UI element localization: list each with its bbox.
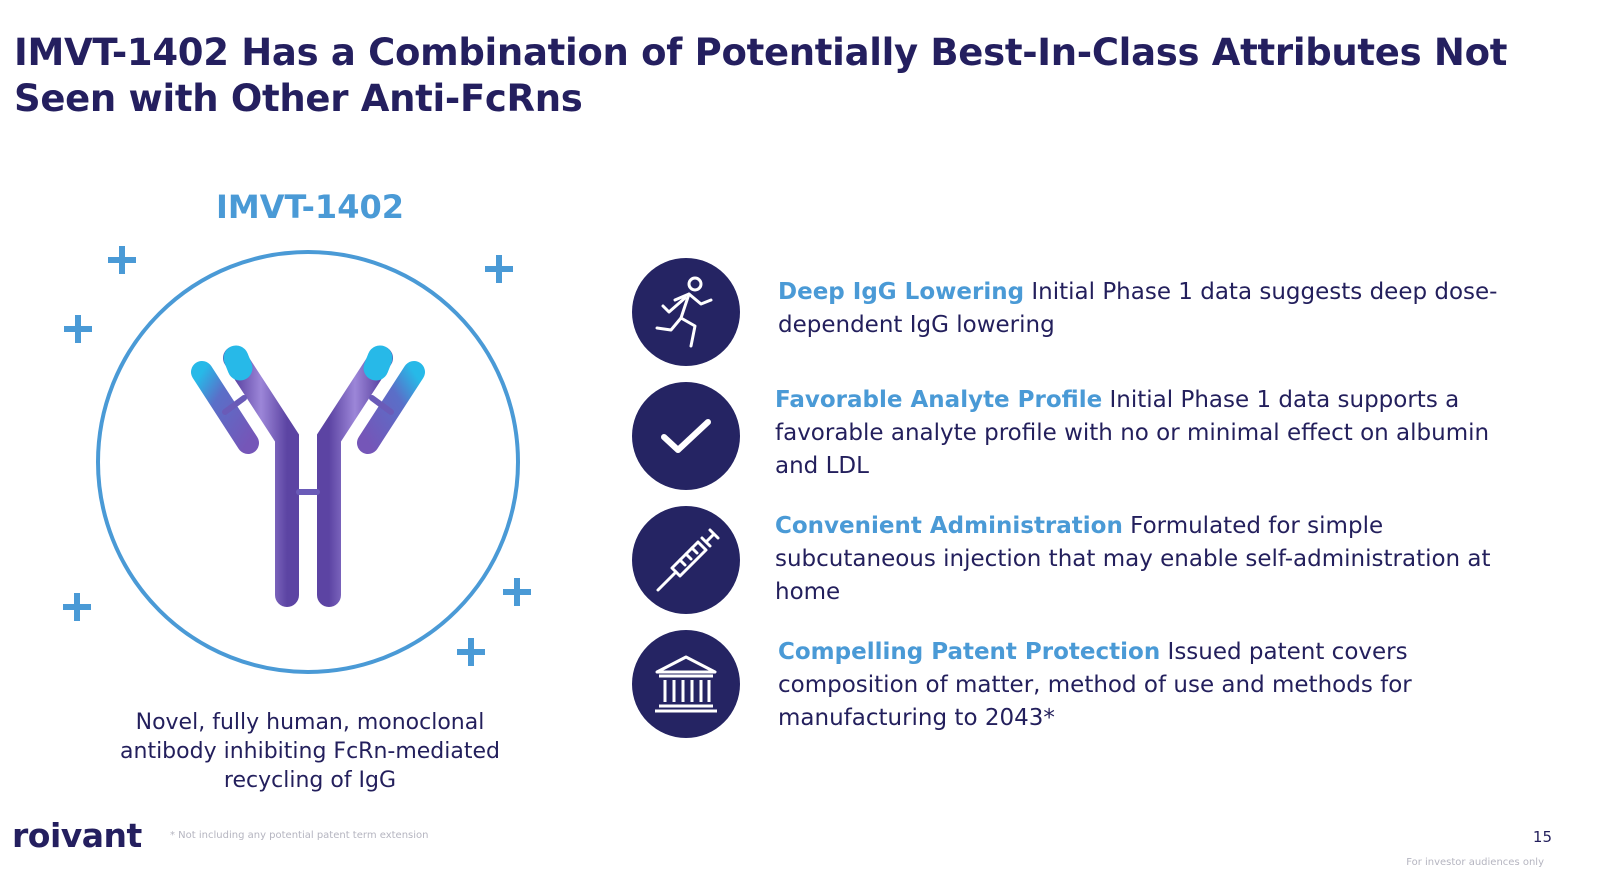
plus-icon bbox=[485, 255, 513, 283]
feature-list: Deep IgG Lowering Initial Phase 1 data s… bbox=[630, 258, 1570, 754]
product-panel: IMVT-1402 bbox=[0, 180, 620, 820]
audience-note: For investor audiences only bbox=[1406, 857, 1544, 868]
plus-icon bbox=[457, 638, 485, 666]
plus-icon bbox=[63, 593, 91, 621]
feature-item-igg-lowering: Deep IgG Lowering Initial Phase 1 data s… bbox=[630, 258, 1570, 382]
feature-text: Compelling Patent Protection Issued pate… bbox=[778, 636, 1498, 735]
feature-item-administration: Convenient Administration Formulated for… bbox=[630, 506, 1570, 630]
feature-heading: Convenient Administration bbox=[775, 513, 1123, 539]
syringe-icon bbox=[632, 506, 740, 614]
product-description: Novel, fully human, monoclonal antibody … bbox=[120, 710, 500, 793]
feature-item-analyte-profile: Favorable Analyte Profile Initial Phase … bbox=[630, 382, 1570, 506]
antibody-icon bbox=[191, 345, 425, 607]
feature-heading: Deep IgG Lowering bbox=[778, 279, 1025, 305]
running-person-icon bbox=[632, 258, 740, 366]
feature-text: Convenient Administration Formulated for… bbox=[775, 510, 1495, 609]
plus-icon bbox=[108, 246, 136, 274]
page-number: 15 bbox=[1532, 828, 1552, 846]
feature-description: Issued patent covers composition of matt… bbox=[778, 639, 1412, 731]
plus-icon bbox=[64, 315, 92, 343]
feature-text: Favorable Analyte Profile Initial Phase … bbox=[775, 384, 1495, 483]
feature-heading: Compelling Patent Protection bbox=[778, 639, 1161, 665]
feature-description: Initial Phase 1 data supports a favorabl… bbox=[775, 387, 1490, 479]
feature-description: Initial Phase 1 data suggests deep dose-… bbox=[778, 279, 1498, 338]
feature-description: Formulated for simple subcutaneous injec… bbox=[775, 513, 1491, 605]
slide-title: IMVT-1402 Has a Combination of Potential… bbox=[14, 31, 1508, 120]
antibody-illustration bbox=[63, 246, 531, 674]
feature-heading: Favorable Analyte Profile bbox=[775, 387, 1103, 413]
outline-circle bbox=[96, 250, 520, 674]
footnote: * Not including any potential patent ter… bbox=[170, 830, 429, 841]
product-name: IMVT-1402 bbox=[216, 188, 404, 226]
feature-item-patent-protection: Compelling Patent Protection Issued pate… bbox=[630, 630, 1570, 754]
plus-icon bbox=[503, 578, 531, 606]
feature-text: Deep IgG Lowering Initial Phase 1 data s… bbox=[778, 276, 1498, 342]
checkmark-icon bbox=[632, 382, 740, 490]
roivant-logo: roivant bbox=[12, 816, 142, 855]
courthouse-icon bbox=[632, 630, 740, 738]
